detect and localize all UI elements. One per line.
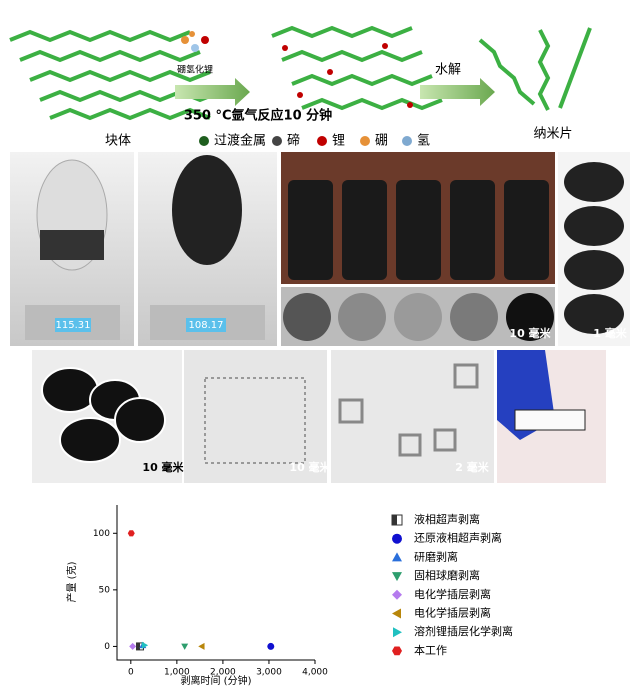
legend-label: 本工作 bbox=[414, 643, 447, 657]
legend-marker bbox=[392, 589, 402, 600]
point bbox=[181, 643, 189, 650]
legend-marker bbox=[392, 552, 402, 562]
point bbox=[141, 641, 149, 649]
x-tick-label: 4,000 bbox=[302, 668, 328, 678]
reagent: 硼氢化锂 bbox=[177, 64, 213, 76]
reagent-icon bbox=[181, 31, 209, 52]
x-tick-label: 1,000 bbox=[164, 668, 190, 678]
legend-text: 氢 bbox=[417, 134, 430, 149]
x-axis-label: 剥离时间 (分钟) bbox=[181, 674, 252, 687]
legend-marker bbox=[392, 533, 402, 544]
y-axis-label: 产量 (克) bbox=[65, 561, 78, 602]
legend-label: 液相超声剥离 bbox=[414, 512, 480, 526]
x-tick-label: 2,000 bbox=[210, 668, 236, 678]
point bbox=[127, 530, 135, 537]
axis bbox=[116, 505, 315, 661]
photos: 115.31 108.17 10 毫米 1 毫米 10 毫米 10 毫米 2 毫… bbox=[10, 152, 630, 483]
scale-bar-label: 2 毫米 bbox=[455, 460, 489, 474]
scale-bar-label: 10 毫米 bbox=[142, 460, 184, 474]
legend-label: 电化学插层剥离 bbox=[414, 606, 491, 620]
legend-label: 还原液相超声剥离 bbox=[414, 531, 502, 545]
legend-marker-fill bbox=[392, 515, 397, 525]
balance-reading: 108.17 bbox=[189, 320, 224, 331]
condition: 350 °C氩气反应10 分钟 bbox=[184, 108, 332, 124]
arrow bbox=[420, 78, 495, 106]
schematic bbox=[9, 25, 592, 121]
scale-bar-label: 1 毫米 bbox=[593, 326, 627, 340]
legend-text: 硼 bbox=[375, 134, 388, 149]
point bbox=[129, 642, 137, 650]
point bbox=[267, 642, 275, 650]
legend-label: 溶剂锂插层化学剥离 bbox=[414, 624, 513, 638]
legend-text: 锂 bbox=[332, 134, 345, 149]
hydrolysis: 水解 bbox=[435, 63, 461, 78]
y-tick-label: 0 bbox=[104, 642, 110, 652]
legend-label: 研磨剥离 bbox=[414, 549, 458, 563]
legend-label: 固相球磨剥离 bbox=[414, 568, 480, 582]
legend-label: 电化学插层剥离 bbox=[414, 587, 491, 601]
scale-bar-label: 10 毫米 bbox=[289, 460, 331, 474]
legend-marker bbox=[392, 572, 402, 582]
bulk-label: 块体 bbox=[105, 134, 131, 149]
legend-marker bbox=[392, 646, 402, 656]
legend-text: 碲 bbox=[287, 133, 300, 149]
y-tick-label: 100 bbox=[93, 529, 110, 539]
nanosheet-label: 纳米片 bbox=[533, 127, 572, 142]
chart: 产量 (克) 剥离时间 (分钟) bbox=[65, 561, 252, 687]
element-legend: 过渡金属 碲 锂 硼 氢 bbox=[199, 133, 430, 149]
x-tick-label: 3,000 bbox=[256, 668, 282, 678]
scale-bar-label: 10 毫米 bbox=[509, 326, 551, 340]
y-tick-label: 50 bbox=[99, 585, 111, 595]
point-fill bbox=[136, 642, 141, 650]
point bbox=[198, 642, 205, 650]
balance-reading: 115.31 bbox=[56, 320, 91, 331]
legend-marker bbox=[392, 608, 401, 619]
legend-marker bbox=[393, 627, 402, 638]
x-tick-label: 0 bbox=[128, 668, 134, 678]
arrow bbox=[175, 78, 250, 106]
legend-text: 过渡金属 bbox=[214, 133, 266, 149]
